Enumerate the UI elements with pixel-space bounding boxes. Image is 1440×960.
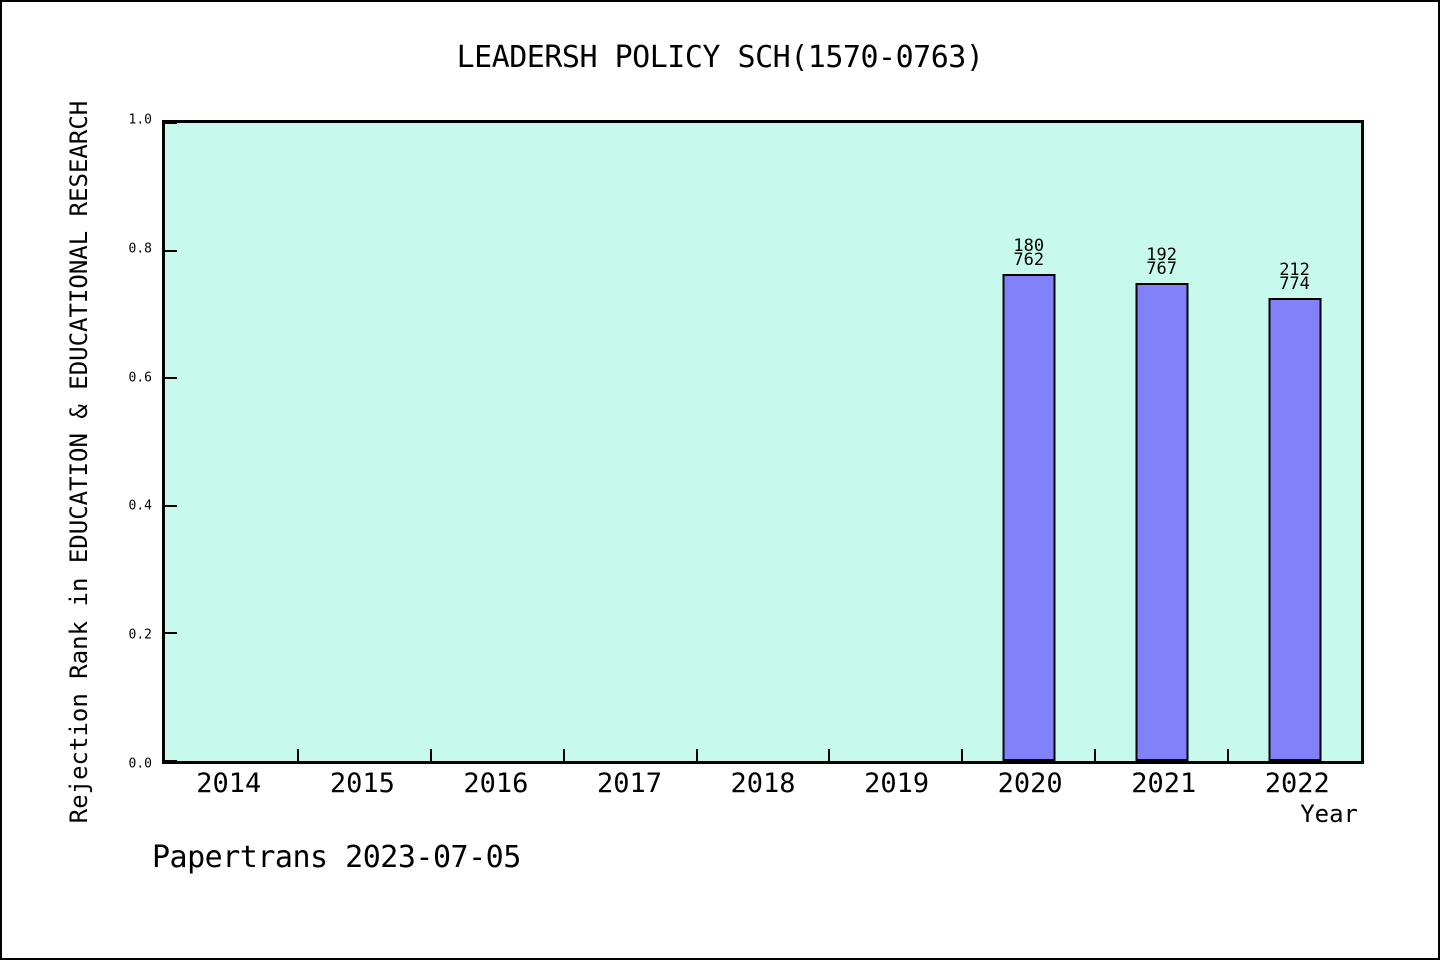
y-axis-tick-labels: 0.0 0.2 0.4 0.6 0.8 1.0 [2,113,152,772]
y-tick-label: 1.0 [128,112,152,128]
bar-value-label-2022: 212 774 [1279,259,1310,294]
x-tick-mark [296,749,299,761]
plot-inner: 180 762 192 767 212 774 [165,122,1361,762]
bar-value-line: 774 [1279,273,1310,294]
x-tick-label-2015: 2015 [329,768,395,799]
x-tick-mark [695,749,698,761]
x-tick-label-2014: 2014 [196,768,262,799]
bar-value-line: 192 [1146,244,1178,265]
bar-2021 [1135,282,1189,761]
y-tick-mark [165,760,177,762]
footer-text: Papertrans 2023-07-05 [152,840,521,875]
y-tick-label: 0.2 [128,627,152,643]
y-tick-mark [165,377,177,380]
x-tick-label-2022: 2022 [1264,768,1330,799]
bar-value-label-2020: 180 762 [1013,235,1045,270]
x-tick-mark [1094,749,1097,761]
x-axis-label: Year [1300,800,1358,828]
x-tick-mark [562,749,565,761]
x-tick-label-2016: 2016 [463,768,529,799]
bar-value-line: 762 [1013,249,1045,270]
y-tick-label: 0.6 [128,370,152,386]
plot-area: 180 762 192 767 212 774 [162,120,1364,764]
x-tick-mark [961,749,964,761]
y-tick-mark [165,249,177,252]
x-tick-label-2021: 2021 [1131,768,1197,799]
y-tick-label: 0.0 [128,756,152,772]
bar-value-line: 767 [1146,258,1178,279]
y-tick-mark [165,504,177,507]
y-tick-mark [165,632,177,635]
x-axis-tick-labels: 2014 2015 2016 2017 2018 2019 2020 2021 2022 [162,768,1364,799]
y-tick-mark [165,122,177,124]
x-tick-mark [1227,749,1230,761]
bar-2020 [1002,273,1056,761]
y-tick-label: 0.4 [128,498,152,514]
chart-title: LEADERSH POLICY SCH(1570-0763) [456,40,984,75]
bar-value-label-2021: 192 767 [1146,244,1178,279]
x-tick-mark [429,749,432,761]
bar-value-line: 212 [1279,259,1310,280]
bar-2022 [1268,297,1322,761]
x-tick-label-2017: 2017 [596,768,662,799]
x-tick-mark [828,749,831,761]
x-tick-label-2020: 2020 [997,768,1063,799]
y-tick-label: 0.8 [128,241,152,257]
x-tick-label-2019: 2019 [864,768,930,799]
x-tick-label-2018: 2018 [730,768,796,799]
bar-value-line: 180 [1013,235,1045,256]
